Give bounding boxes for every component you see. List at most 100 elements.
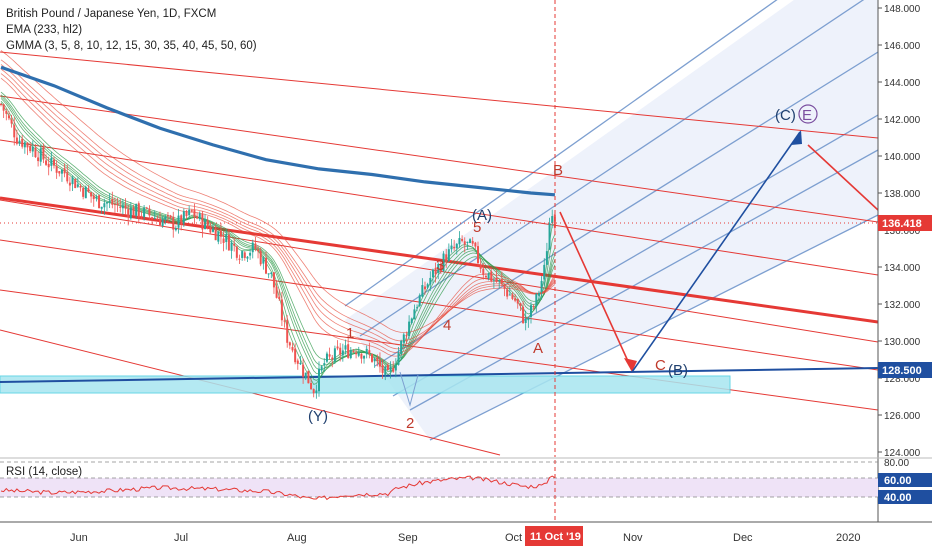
- candle-body: [373, 358, 376, 362]
- candle-body: [230, 242, 233, 251]
- candle-body: [530, 305, 532, 317]
- candle-body: [272, 272, 275, 288]
- candle-body: [249, 252, 252, 256]
- candle-body: [217, 231, 220, 242]
- candle-body: [246, 256, 249, 259]
- candle-body: [495, 277, 498, 282]
- candle-body: [384, 366, 387, 375]
- rsi-tick-40: 40.00: [884, 492, 912, 504]
- candle-body: [164, 216, 167, 220]
- ytick-label: 146.000: [884, 41, 921, 52]
- ytick-label: 134.000: [884, 263, 921, 274]
- candle-body: [204, 218, 207, 230]
- rsi-tick-80: 80.00: [884, 458, 909, 469]
- candle-body: [302, 364, 305, 377]
- legend-title[interactable]: British Pound / Japanese Yen, 1D, FXCM: [6, 8, 217, 20]
- support-price-label: 128.500: [882, 365, 922, 377]
- candle-body: [15, 137, 18, 144]
- wave-label-e: E: [802, 107, 812, 124]
- candle-body: [185, 210, 188, 217]
- candle-body: [108, 200, 111, 203]
- pitchfork-band: [345, 0, 878, 440]
- candle-body: [212, 228, 214, 232]
- candle-body: [405, 335, 408, 337]
- wave-label-a-paren: (A): [472, 207, 492, 224]
- price-axis[interactable]: [878, 0, 932, 522]
- legend-ema[interactable]: EMA (233, hl2): [6, 24, 83, 36]
- candle-body: [498, 280, 501, 282]
- candle-body: [127, 209, 130, 218]
- wave-label-y: (Y): [308, 408, 328, 425]
- gmma-short-line: [0, 94, 556, 367]
- candle-body: [76, 184, 79, 187]
- candle-body: [283, 320, 286, 322]
- projection-down: [559, 211, 633, 371]
- candle-body: [2, 104, 5, 111]
- candle-body: [402, 334, 405, 343]
- candle-body: [7, 115, 10, 119]
- candle-body: [26, 142, 29, 148]
- candle-body: [381, 365, 384, 373]
- candle-body: [82, 188, 85, 197]
- gmma-short-line: [0, 91, 556, 365]
- wave-label-2: 2: [406, 415, 414, 432]
- ytick-label: 138.000: [884, 189, 921, 200]
- time-axis-ticks: Jun Jul Aug Sep Oct 11 Oct '19 Nov Dec 2…: [70, 526, 860, 546]
- candle-body: [318, 368, 320, 392]
- candle-body: [121, 205, 124, 209]
- candle-body: [23, 142, 26, 148]
- candle-body: [461, 238, 464, 241]
- candle-body: [172, 216, 175, 230]
- candle-body: [315, 390, 318, 393]
- xtick-highlight: 11 Oct '19: [530, 531, 581, 543]
- candle-body: [214, 228, 217, 241]
- ytick-label: 126.000: [884, 411, 921, 422]
- candle-body: [371, 353, 373, 362]
- wave-label-3: 3: [436, 257, 444, 274]
- rsi-legend[interactable]: RSI (14, close): [6, 466, 83, 478]
- candle-body: [166, 215, 169, 217]
- candle-body: [153, 217, 156, 219]
- candle-body: [424, 286, 426, 290]
- candle-body: [233, 243, 236, 246]
- candle-body: [103, 203, 106, 208]
- candle-body: [270, 272, 273, 274]
- candle-body: [137, 203, 140, 218]
- candle-body: [426, 284, 429, 288]
- candle-body: [341, 350, 344, 356]
- legend-gmma[interactable]: GMMA (3, 5, 8, 10, 12, 15, 30, 35, 40, 4…: [6, 40, 257, 52]
- candle-body: [291, 346, 294, 351]
- candle-body: [169, 215, 172, 218]
- candle-body: [363, 355, 366, 359]
- candle-body: [357, 352, 360, 356]
- candle-body: [182, 211, 185, 225]
- candle-body: [18, 140, 21, 144]
- candle-body: [87, 188, 90, 192]
- candle-body: [113, 204, 116, 206]
- candle-body: [42, 147, 45, 160]
- gmma-ribbons: [0, 50, 556, 385]
- wave-label-c: C: [655, 357, 666, 374]
- candle-body: [304, 372, 307, 379]
- candle-body: [352, 351, 355, 353]
- candle-body: [267, 273, 270, 275]
- wave-label-1: 1: [346, 325, 354, 342]
- candle-body: [453, 246, 456, 249]
- candle-body: [524, 318, 527, 324]
- candle-body: [84, 186, 87, 199]
- candle-body: [294, 348, 297, 363]
- candle-body: [537, 292, 540, 296]
- candle-body: [79, 186, 82, 188]
- time-axis[interactable]: [0, 523, 878, 550]
- candle-body: [222, 238, 225, 243]
- candle-body: [34, 147, 37, 158]
- candle-body: [553, 214, 556, 228]
- candle-body: [31, 146, 34, 152]
- candle-body: [413, 309, 416, 320]
- candle-body: [386, 364, 389, 371]
- candle-body: [551, 216, 554, 223]
- candle-body: [516, 299, 519, 304]
- gmma-long-line: [0, 50, 556, 333]
- candle-body: [455, 243, 458, 249]
